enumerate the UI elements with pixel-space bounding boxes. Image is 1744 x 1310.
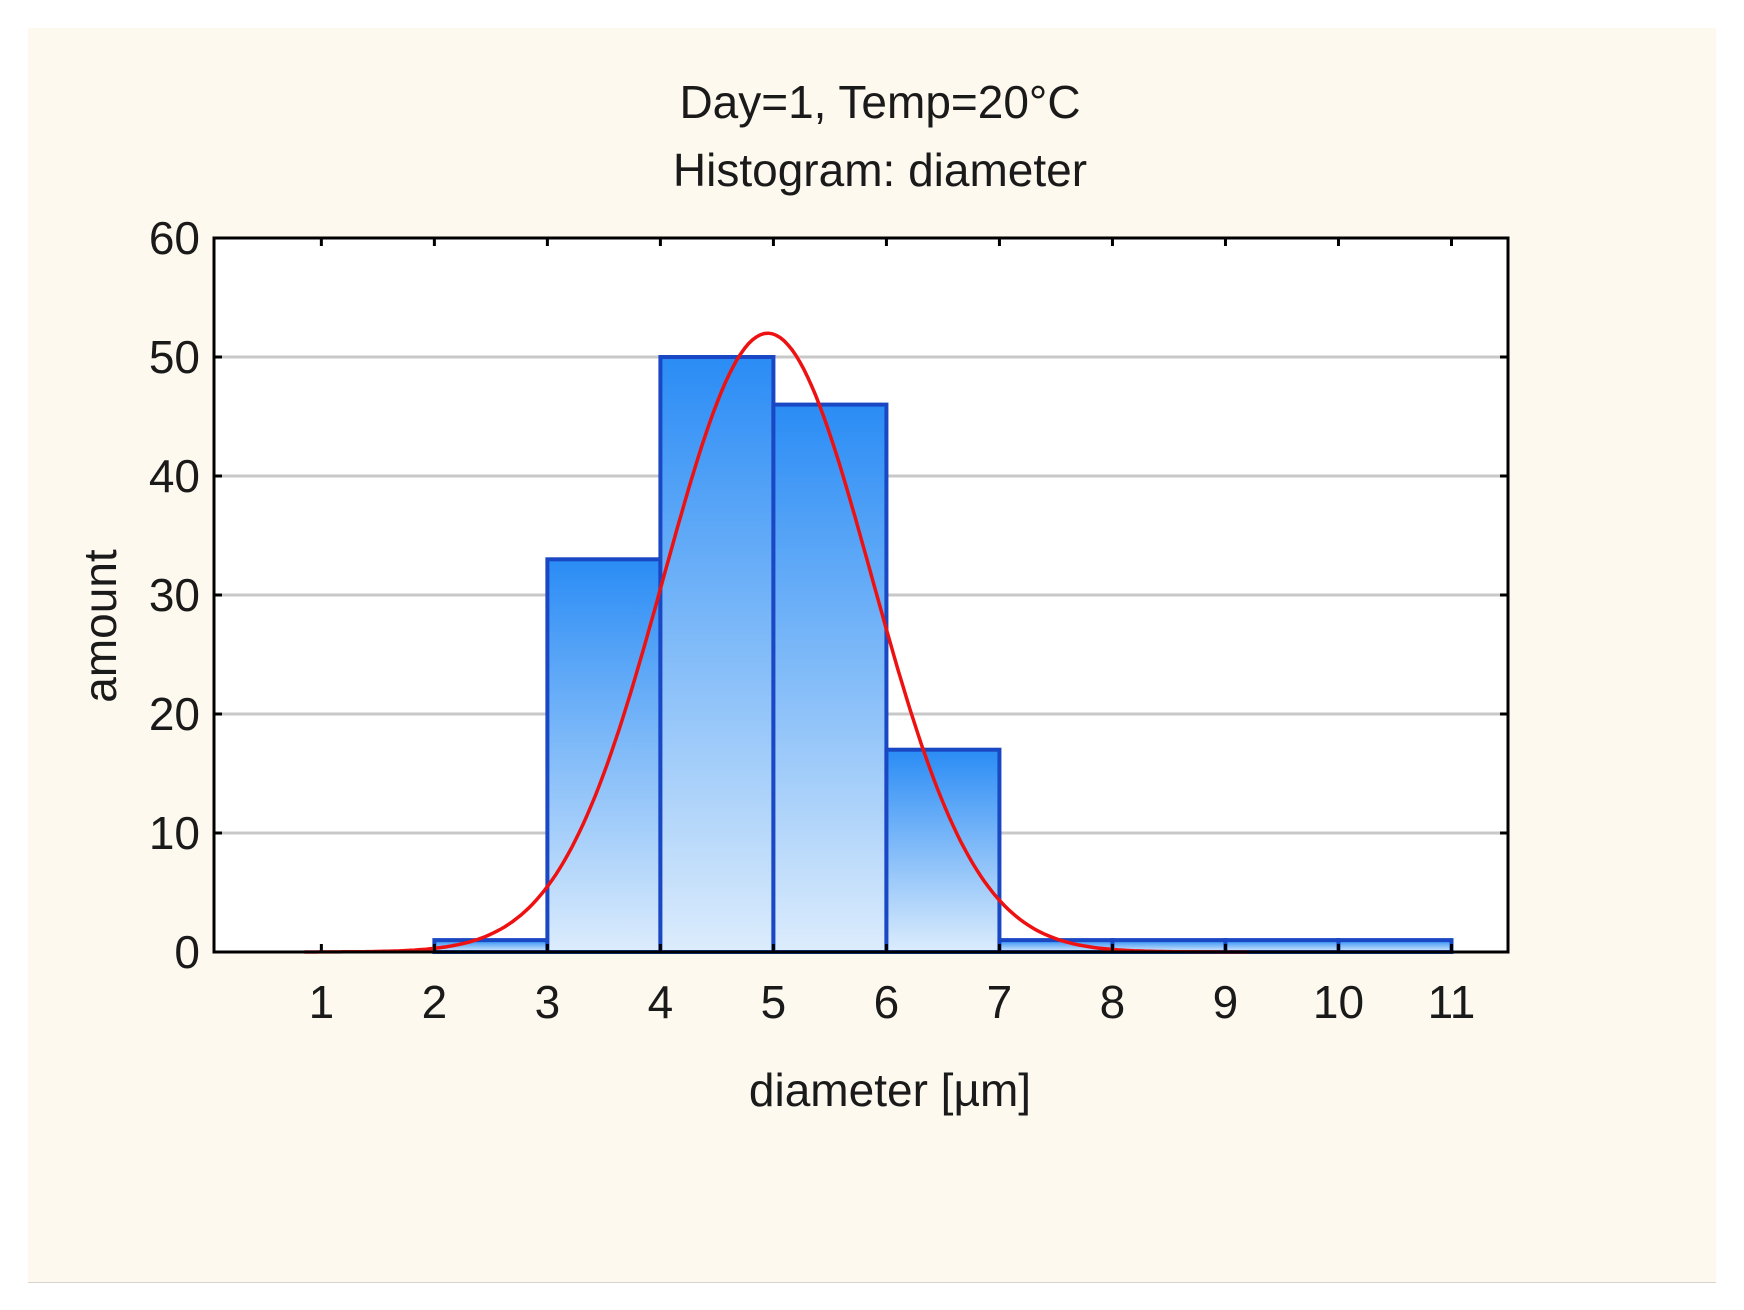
x-tick-label: 5 bbox=[761, 976, 787, 1028]
chart-title: Day=1, Temp=20°C bbox=[679, 76, 1080, 128]
histogram-bar bbox=[771, 402, 889, 955]
y-tick-label: 20 bbox=[149, 688, 200, 740]
y-tick-label: 50 bbox=[149, 331, 200, 383]
x-tick-label: 9 bbox=[1213, 976, 1239, 1028]
histogram-chart: Day=1, Temp=20°C Histogram: diameter 1 2 3… bbox=[74, 76, 1510, 1116]
x-tick-label: 4 bbox=[648, 976, 674, 1028]
y-tick-label: 30 bbox=[149, 569, 200, 621]
y-tick-label: 10 bbox=[149, 807, 200, 859]
histogram-bars bbox=[432, 355, 1454, 955]
histogram-bar bbox=[658, 355, 776, 954]
histogram-bar bbox=[1223, 938, 1341, 954]
fitted-normal-curve bbox=[304, 331, 1249, 954]
x-tick-label: 2 bbox=[422, 976, 448, 1028]
histogram-bar bbox=[884, 747, 1002, 955]
x-tick-label: 10 bbox=[1313, 976, 1364, 1028]
y-tick-label: 0 bbox=[174, 926, 200, 978]
x-tick-label: 1 bbox=[309, 976, 335, 1028]
x-axis-label: diameter [µm] bbox=[749, 1064, 1031, 1116]
x-tick-label: 11 bbox=[1428, 976, 1476, 1028]
axis-ticks: 1 2 3 4 5 6 7 8 9 10 11 0 10 20 30 40 50 60 bbox=[149, 212, 1508, 1028]
x-tick-label: 6 bbox=[874, 976, 900, 1028]
x-tick-label: 8 bbox=[1100, 976, 1126, 1028]
histogram-bar bbox=[545, 557, 663, 954]
y-axis-label: amount bbox=[74, 549, 126, 703]
histogram-bar bbox=[1336, 938, 1454, 954]
y-tick-label: 60 bbox=[149, 212, 200, 264]
chart-subtitle: Histogram: diameter bbox=[673, 144, 1087, 196]
x-tick-label: 3 bbox=[535, 976, 561, 1028]
y-tick-label: 40 bbox=[149, 450, 200, 502]
x-tick-label: 7 bbox=[987, 976, 1013, 1028]
fitted-curve-layer bbox=[304, 331, 1249, 954]
chart-panel: Day=1, Temp=20°C Histogram: diameter 1 2 3… bbox=[28, 28, 1716, 1283]
